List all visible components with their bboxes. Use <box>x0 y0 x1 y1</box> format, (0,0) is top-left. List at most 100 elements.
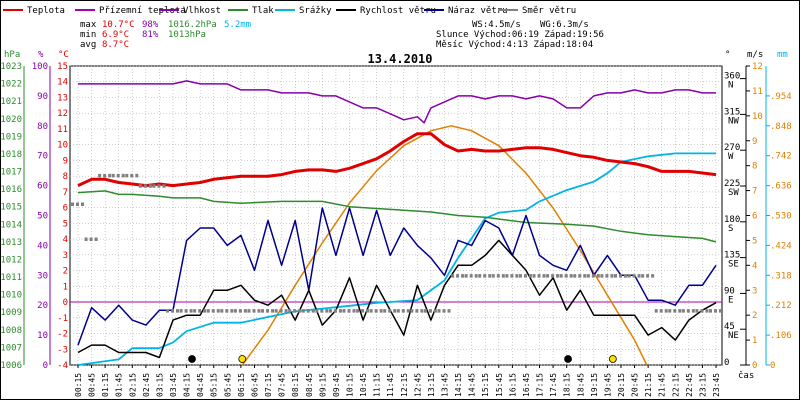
temp-tick-label: 11 <box>57 125 68 135</box>
direction-letter: NE <box>728 331 739 341</box>
humidity-tick-label: 30 <box>37 271 48 281</box>
pressure-tick-label: 1022 <box>0 80 22 90</box>
pressure-tick-label: 1015 <box>0 203 22 213</box>
temp-tick-label: 1 <box>63 282 68 292</box>
x-tick-label: 04:15 <box>183 373 192 397</box>
unit-time: čas <box>738 370 754 381</box>
speed-tick-label: 1 <box>752 336 757 346</box>
stat-temp-min: 6.9°C <box>102 30 129 40</box>
legend-item-feels: Přízemní teplota <box>75 6 186 16</box>
direction-letter: SW <box>728 188 739 198</box>
x-tick-label: 12:45 <box>413 373 422 397</box>
speed-tick-label: 3 <box>752 286 757 296</box>
chart-title: 13.4.2010 <box>367 52 432 66</box>
speed-tick-label: 11 <box>752 87 763 97</box>
x-tick-label: 07:45 <box>278 373 287 397</box>
x-tick-label: 11:15 <box>373 373 382 397</box>
pressure-line <box>77 190 717 243</box>
humidity-tick-label: 40 <box>37 241 48 251</box>
x-tick-label: 10:45 <box>359 373 368 397</box>
pressure-tick-label: 1007 <box>0 343 22 353</box>
unit-direction: ° <box>725 50 730 60</box>
stat-temp-max: 10.7°C <box>102 20 135 30</box>
x-tick-label: 10:15 <box>345 373 354 397</box>
speed-tick-label: 5 <box>752 236 757 246</box>
pressure-tick-label: 1006 <box>0 361 22 371</box>
x-tick-label: 04:45 <box>196 373 205 397</box>
x-tick-label: 08:45 <box>305 373 314 397</box>
moonset-marker <box>564 355 572 363</box>
pressure-tick-label: 1012 <box>0 255 22 265</box>
speed-tick-label: 4 <box>752 261 757 271</box>
stat-avg-label: avg <box>80 40 96 50</box>
legend-item-gust: Náraz větru <box>424 6 508 16</box>
x-tick-label: 09:15 <box>318 373 327 397</box>
rain-tick-label: .848 <box>770 122 792 132</box>
humidity-tick-label: 100 <box>32 62 48 72</box>
x-tick-label: 13:15 <box>427 373 436 397</box>
humidity-tick-label: 20 <box>37 301 48 311</box>
humidity-tick-label: 60 <box>37 182 48 192</box>
direction-letter: S <box>728 224 733 234</box>
pressure-tick-label: 1021 <box>0 97 22 107</box>
direction-tick-label: 45 <box>724 322 735 332</box>
legend-label: Teplota <box>27 6 65 16</box>
temp-tick-label: -2 <box>57 330 68 340</box>
stat-sun-times: Slunce Východ:06:19 Západ:19:56 <box>436 30 604 40</box>
pressure-tick-label: 1018 <box>0 150 22 160</box>
wind-speed-line <box>77 239 717 359</box>
temp-tick-label: 15 <box>57 62 68 72</box>
gust-line <box>77 207 717 346</box>
pressure-tick-label: 1011 <box>0 273 22 283</box>
sunset-marker <box>608 355 617 363</box>
x-axis: 00:15 00:45 01:15 01:45 02:15 02:45 03:15 03:45… <box>74 365 721 397</box>
x-tick-label: 11:45 <box>386 373 395 397</box>
humidity-tick-label: 90 <box>37 92 48 102</box>
x-tick-label: 20:15 <box>617 373 626 397</box>
x-tick-label: 03:45 <box>169 373 178 397</box>
rain-tick-label: .318 <box>770 271 792 281</box>
stat-moon-times: Měsíc Východ:4:13 Západ:18:04 <box>436 40 593 50</box>
temp-tick-label: 13 <box>57 93 68 103</box>
x-tick-label: 18:15 <box>563 373 572 397</box>
humidity-tick-label: 50 <box>37 212 48 222</box>
x-tick-label: 19:45 <box>603 373 612 397</box>
x-tick-label: 17:15 <box>536 373 545 397</box>
temp-tick-label: 14 <box>57 78 68 88</box>
rain-tick-label: .742 <box>770 152 792 162</box>
direction-tick-label: 0 <box>724 358 729 368</box>
direction-letter: SE <box>728 260 739 270</box>
legend-item-rain: Srážky <box>275 6 332 16</box>
temp-tick-label: 12 <box>57 109 68 119</box>
pressure-tick-label: 1017 <box>0 168 22 178</box>
speed-tick-label: 0 <box>752 361 757 371</box>
x-tick-label: 15:15 <box>481 373 490 397</box>
rain-tick-label: .530 <box>770 212 792 222</box>
rain-tick-label: .212 <box>770 301 792 311</box>
temp-tick-label: 2 <box>63 267 68 277</box>
stats-block: max 10.7°C 98% 1016.2hPa 5.2mm min 6.9°C… <box>80 20 604 50</box>
rain-tick-label: 0 <box>770 361 775 371</box>
direction-letter: NW <box>728 116 739 126</box>
x-tick-label: 17:45 <box>549 373 558 397</box>
temp-tick-label: 4 <box>63 235 68 245</box>
x-tick-label: 06:45 <box>250 373 259 397</box>
legend-label: Tlak <box>252 6 274 16</box>
temp-tick-label: 6 <box>63 204 68 214</box>
temp-tick-label: 3 <box>63 251 68 261</box>
rain-tick-label: .424 <box>770 241 792 251</box>
x-tick-label: 07:15 <box>264 373 273 397</box>
direction-tick-label: 360 <box>724 72 740 82</box>
humidity-line <box>78 80 716 124</box>
x-tick-label: 14:15 <box>454 373 463 397</box>
x-tick-label: 16:45 <box>522 373 531 397</box>
x-tick-label: 03:15 <box>155 373 164 397</box>
x-tick-label: 22:15 <box>671 373 680 397</box>
pressure-tick-label: 1008 <box>0 326 22 336</box>
x-tick-label: 12:15 <box>400 373 409 397</box>
x-tick-label: 05:15 <box>210 373 219 397</box>
temp-tick-label: 7 <box>63 188 68 198</box>
direction-tick-label: 270 <box>724 143 740 153</box>
rain-tick-label: .106 <box>770 331 792 341</box>
speed-tick-label: 9 <box>752 137 757 147</box>
